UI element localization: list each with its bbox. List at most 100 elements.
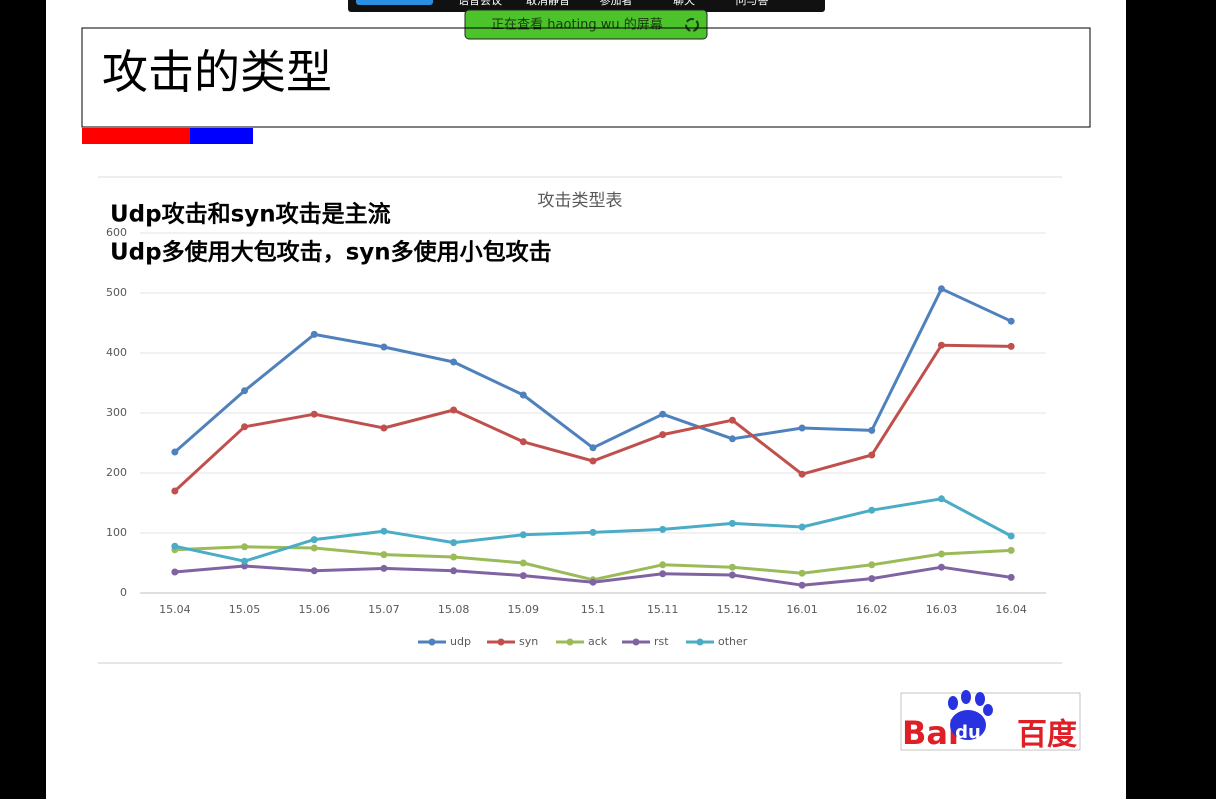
data-point: [519, 391, 527, 399]
y-tick-label: 200: [106, 466, 127, 479]
logo-text: Bai: [902, 714, 959, 752]
data-point: [380, 424, 388, 432]
data-point: [798, 470, 806, 478]
data-point: [868, 426, 876, 434]
data-point: [728, 416, 736, 424]
data-point: [868, 561, 876, 569]
logo-box: [900, 692, 1081, 751]
toolbar-item: 语音会议: [458, 0, 502, 7]
data-point: [937, 495, 945, 503]
data-point: [728, 563, 736, 571]
data-point: [937, 563, 945, 571]
data-point: [1007, 546, 1015, 554]
x-tick-label: 15.06: [298, 603, 330, 616]
data-point: [310, 330, 318, 338]
data-point: [171, 568, 179, 576]
toolbar-button[interactable]: [356, 0, 433, 5]
legend-swatch: [632, 638, 640, 646]
x-tick-label: 15.08: [438, 603, 470, 616]
note: Udp攻击和syn攻击是主流: [110, 201, 391, 228]
data-point: [937, 285, 945, 293]
data-point: [171, 542, 179, 550]
banner: [464, 9, 708, 40]
banner-text: 正在查看 haoting wu 的屏幕: [491, 17, 663, 33]
data-point: [937, 550, 945, 558]
legend-swatch: [428, 638, 436, 646]
data-point: [310, 410, 318, 418]
legend-label: syn: [519, 635, 538, 648]
data-point: [241, 423, 249, 431]
data-point: [659, 431, 667, 439]
x-tick-label: 16.03: [926, 603, 958, 616]
legend-label: other: [718, 635, 748, 648]
x-tick-label: 15.11: [647, 603, 679, 616]
logo-paw-text: du: [955, 722, 981, 743]
x-tick-label: 15.09: [508, 603, 540, 616]
toolbar-item: 聊天: [673, 0, 695, 7]
data-point: [659, 570, 667, 578]
data-point: [798, 523, 806, 531]
data-point: [380, 564, 388, 572]
data-point: [241, 562, 249, 570]
y-tick-label: 100: [106, 526, 127, 539]
data-point: [519, 531, 527, 539]
data-point: [1007, 342, 1015, 350]
note: Udp多使用大包攻击，syn多使用小包攻击: [110, 239, 552, 266]
data-point: [171, 487, 179, 495]
logo-paw: [948, 690, 993, 740]
data-point: [1007, 317, 1015, 325]
data-point: [937, 341, 945, 349]
data-point: [868, 451, 876, 459]
data-point: [589, 457, 597, 465]
accent-blue: [190, 128, 253, 144]
x-tick-label: 16.04: [995, 603, 1027, 616]
y-tick-label: 0: [120, 586, 127, 599]
data-point: [241, 543, 249, 551]
data-point: [310, 544, 318, 552]
data-point: [450, 553, 458, 561]
logo-text: 百度: [1017, 718, 1077, 753]
x-tick-label: 15.12: [717, 603, 749, 616]
toolbar-item: 取消静音: [526, 0, 570, 7]
legend-swatch: [497, 638, 505, 646]
data-point: [589, 578, 597, 586]
data-point: [241, 557, 249, 565]
data-point: [728, 519, 736, 527]
data-point: [1007, 573, 1015, 581]
x-tick-label: 16.01: [786, 603, 818, 616]
chart-title: 攻击类型表: [538, 191, 623, 211]
data-point: [868, 575, 876, 583]
toolbar-item: 参加者: [600, 0, 633, 7]
data-point: [659, 561, 667, 569]
data-point: [728, 435, 736, 443]
data-point: [380, 527, 388, 535]
toolbar-item: 问与答: [736, 0, 769, 7]
data-point: [519, 572, 527, 580]
data-point: [798, 424, 806, 432]
y-tick-label: 500: [106, 286, 127, 299]
data-point: [310, 536, 318, 544]
data-point: [798, 569, 806, 577]
data-point: [519, 559, 527, 567]
legend-label: udp: [450, 635, 471, 648]
data-point: [798, 581, 806, 589]
y-tick-label: 600: [106, 226, 127, 239]
legend-swatch: [696, 638, 704, 646]
banner-icon[interactable]: [685, 18, 699, 32]
legend-label: ack: [588, 635, 608, 648]
data-point: [868, 506, 876, 514]
data-point: [450, 539, 458, 547]
slide: [46, 0, 1126, 799]
data-point: [450, 358, 458, 366]
slide-title: 攻击的类型: [102, 45, 332, 99]
data-point: [241, 387, 249, 395]
data-point: [380, 343, 388, 351]
x-tick-label: 15.04: [159, 603, 191, 616]
y-tick-label: 300: [106, 406, 127, 419]
data-point: [450, 406, 458, 414]
title-box: [81, 27, 1091, 128]
data-point: [589, 444, 597, 452]
x-tick-label: 16.02: [856, 603, 888, 616]
